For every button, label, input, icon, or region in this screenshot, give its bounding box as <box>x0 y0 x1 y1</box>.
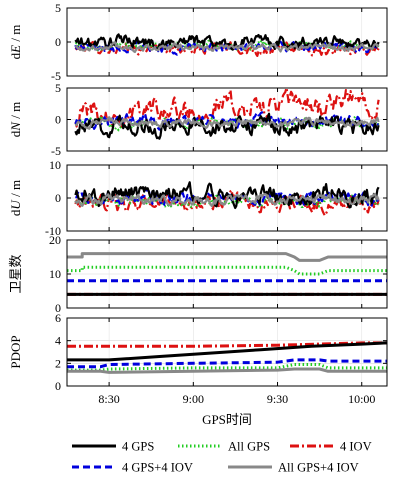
panel-4: 0 10 20 卫星数 <box>8 233 388 315</box>
panel-1-series <box>74 33 380 57</box>
panel-3-line-4-gps <box>74 181 380 210</box>
panel-3-ytick-label: -10 <box>45 224 61 238</box>
panel-2-line-4-gps <box>74 112 380 140</box>
panel-3-line-all-gps-4-iov <box>74 192 380 208</box>
panel-1-ylabel: dE / m <box>8 25 23 60</box>
x-axis-label: GPS时间 <box>202 412 252 427</box>
legend-label: All GPS <box>228 440 270 454</box>
panel-3: -10 0 10 dU / m <box>8 158 388 238</box>
panel-5-line-all-gps <box>67 363 387 372</box>
panel-5-line-4-gps <box>67 341 387 362</box>
panel-2-ytick-label: -5 <box>51 144 61 158</box>
legend-label: 4 IOV <box>340 440 372 454</box>
legend-label: 4 GPS <box>122 440 154 454</box>
panel-1-line-all-gps-4-iov <box>74 41 380 54</box>
panel-1-ytick-label: 0 <box>55 35 61 49</box>
panel-5-line-all-gps-4-iov <box>67 367 387 374</box>
legend-label: 4 GPS+4 IOV <box>122 461 193 475</box>
panel-4-ylabel: 卫星数 <box>8 254 23 293</box>
panel-5-series <box>67 341 387 374</box>
panel-2-ytick-label: 5 <box>55 81 61 95</box>
panel-4-ytick-label: 20 <box>49 233 61 247</box>
panel-4-line-all-gps <box>67 265 387 276</box>
panel-3-ytick-label: 0 <box>55 191 61 205</box>
legend: 4 GPS All GPS 4 IOV 4 GPS+4 IOV All GPS+4 IO… <box>72 440 372 475</box>
panel-3-ylabel: dU / m <box>8 180 23 216</box>
legend-item: 4 GPS <box>72 440 154 454</box>
x-tick-label: 9:00 <box>183 392 204 406</box>
panel-5: 0 2 4 6 PDOP <box>8 311 388 393</box>
panel-4-ytick-label: 0 <box>55 301 61 315</box>
panel-4-ytick-label: 10 <box>49 267 61 281</box>
legend-item: 4 IOV <box>290 440 372 454</box>
panel-5-ytick-label: 2 <box>55 356 61 370</box>
x-tick-label: 10:00 <box>348 392 375 406</box>
panel-5-ylabel: PDOP <box>8 335 23 368</box>
legend-label: All GPS+4 IOV <box>278 461 359 475</box>
panel-2-ytick-label: 0 <box>55 113 61 127</box>
x-tick-label: 9:30 <box>267 392 288 406</box>
legend-item: 4 GPS+4 IOV <box>72 461 193 475</box>
panel-5-ytick-label: 0 <box>55 379 61 393</box>
panel-5-ytick-label: 4 <box>55 334 61 348</box>
panel-3-series <box>74 181 380 217</box>
panel-2-line-all-gps-4-iov <box>74 116 380 130</box>
panel-5-frame <box>66 317 388 387</box>
x-tick-label: 8:30 <box>98 392 119 406</box>
panel-4-line-all-gps-4-iov <box>67 252 387 262</box>
panel-2-ylabel: dN / m <box>8 102 23 137</box>
panel-2: -5 0 5 dN / m <box>8 81 388 158</box>
panel-1: -5 0 5 dE / m <box>8 1 388 83</box>
panel-2-series <box>74 88 380 140</box>
panel-1-line-4-gps <box>74 33 380 51</box>
panel-4-series <box>67 252 387 296</box>
panel-5-line-4-gps-4-iov <box>67 358 387 369</box>
legend-item: All GPS+4 IOV <box>228 461 359 475</box>
panel-3-ytick-label: 10 <box>49 158 61 172</box>
legend-item: All GPS <box>178 440 270 454</box>
panel-1-ytick-label: -5 <box>51 69 61 83</box>
panel-1-ytick-label: 5 <box>55 1 61 15</box>
panel-5-ytick-label: 6 <box>55 311 61 325</box>
